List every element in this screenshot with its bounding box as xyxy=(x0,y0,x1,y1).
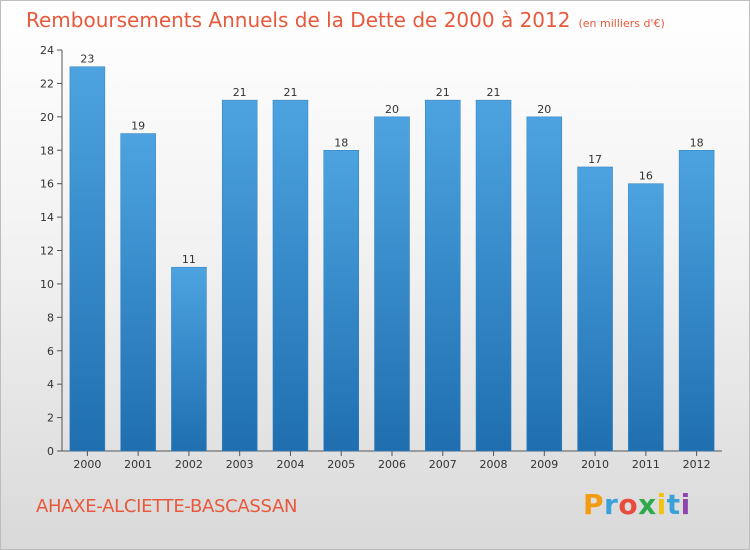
bar xyxy=(69,66,106,452)
bar xyxy=(526,116,563,452)
x-tick-label: 2005 xyxy=(327,458,355,471)
logo-letter: r xyxy=(604,488,619,521)
logo-letter: o xyxy=(618,488,639,521)
y-tick-label: 4 xyxy=(47,378,54,391)
x-tick-label: 2010 xyxy=(581,458,609,471)
y-tick-label: 8 xyxy=(47,311,54,324)
bar-value-label: 20 xyxy=(537,103,551,116)
x-tick-label: 2012 xyxy=(683,458,711,471)
bar-value-label: 11 xyxy=(182,253,196,266)
commune-name: AHAXE-ALCIETTE-BASCASSAN xyxy=(36,496,298,517)
y-tick-label: 6 xyxy=(47,345,54,358)
bar xyxy=(425,99,461,452)
bar xyxy=(221,99,258,452)
y-tick-label: 20 xyxy=(40,111,54,124)
bar-value-label: 16 xyxy=(639,170,653,183)
y-tick-label: 2 xyxy=(47,412,54,425)
x-tick-label: 2003 xyxy=(226,458,254,471)
bar xyxy=(577,166,613,452)
bar xyxy=(628,183,664,452)
bar-value-label: 20 xyxy=(385,103,399,116)
x-tick-label: 2009 xyxy=(530,458,558,471)
logo-letter: i xyxy=(656,488,667,521)
bar-value-label: 18 xyxy=(334,136,348,149)
x-tick-label: 2002 xyxy=(175,458,203,471)
bar-value-label: 21 xyxy=(487,86,501,99)
y-tick-label: 24 xyxy=(40,44,54,57)
bar xyxy=(171,266,207,452)
proxiti-logo[interactable]: Proxiti xyxy=(583,488,691,521)
chart-subtitle: (en milliers d'€) xyxy=(578,17,665,30)
x-tick-label: 2007 xyxy=(429,458,457,471)
x-tick-label: 2000 xyxy=(73,458,101,471)
logo-letter: x xyxy=(638,488,657,521)
y-tick-label: 0 xyxy=(47,445,54,458)
y-tick-label: 22 xyxy=(40,77,54,90)
y-tick-label: 16 xyxy=(40,178,54,191)
y-tick-label: 18 xyxy=(40,144,54,157)
bar-value-label: 21 xyxy=(283,86,297,99)
x-tick-label: 2001 xyxy=(124,458,152,471)
y-tick-label: 12 xyxy=(40,245,54,258)
bar-value-label: 19 xyxy=(131,120,145,133)
y-tick-label: 14 xyxy=(40,211,54,224)
x-tick-label: 2004 xyxy=(276,458,304,471)
bar-value-label: 18 xyxy=(690,136,704,149)
chart-title-text: Remboursements Annuels de la Dette de 20… xyxy=(26,8,571,32)
bar xyxy=(120,133,156,452)
logo-letter: P xyxy=(583,488,605,521)
bar-value-label: 23 xyxy=(80,53,94,66)
bar-value-label: 21 xyxy=(436,86,450,99)
x-tick-label: 2011 xyxy=(632,458,660,471)
bar xyxy=(475,99,512,452)
x-tick-label: 2008 xyxy=(480,458,508,471)
x-tick-label: 2006 xyxy=(378,458,406,471)
bar xyxy=(323,150,359,452)
bar-value-label: 21 xyxy=(233,86,247,99)
chart-title: Remboursements Annuels de la Dette de 20… xyxy=(26,8,665,32)
bar-value-label: 17 xyxy=(588,153,602,166)
bar xyxy=(272,99,309,452)
logo-letter: i xyxy=(680,488,691,521)
bar xyxy=(374,116,410,452)
y-tick-label: 10 xyxy=(40,278,54,291)
logo-letter: t xyxy=(666,488,681,521)
bar xyxy=(678,150,715,452)
